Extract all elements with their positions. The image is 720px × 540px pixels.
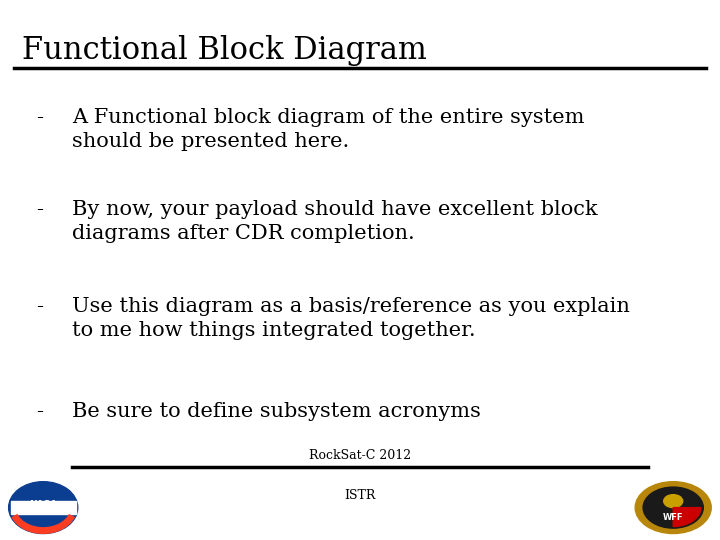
Text: -: -: [36, 108, 43, 127]
Text: -: -: [36, 402, 43, 421]
Circle shape: [643, 487, 703, 528]
Text: -: -: [36, 200, 43, 219]
Circle shape: [635, 482, 711, 534]
Text: RockSat-C 2012: RockSat-C 2012: [309, 449, 411, 462]
FancyBboxPatch shape: [11, 501, 76, 514]
Text: ISTR: ISTR: [344, 489, 376, 502]
Circle shape: [664, 495, 683, 508]
Text: WFF: WFF: [663, 513, 683, 522]
Wedge shape: [673, 508, 701, 526]
Text: Use this diagram as a basis/reference as you explain
to me how things integrated: Use this diagram as a basis/reference as…: [72, 297, 630, 340]
Text: Be sure to define subsystem acronyms: Be sure to define subsystem acronyms: [72, 402, 481, 421]
Text: -: -: [36, 297, 43, 316]
Text: A Functional block diagram of the entire system
should be presented here.: A Functional block diagram of the entire…: [72, 108, 585, 151]
Text: NASA: NASA: [29, 500, 58, 509]
Text: By now, your payload should have excellent block
diagrams after CDR completion.: By now, your payload should have excelle…: [72, 200, 598, 243]
Text: Functional Block Diagram: Functional Block Diagram: [22, 35, 426, 66]
Circle shape: [9, 482, 78, 534]
